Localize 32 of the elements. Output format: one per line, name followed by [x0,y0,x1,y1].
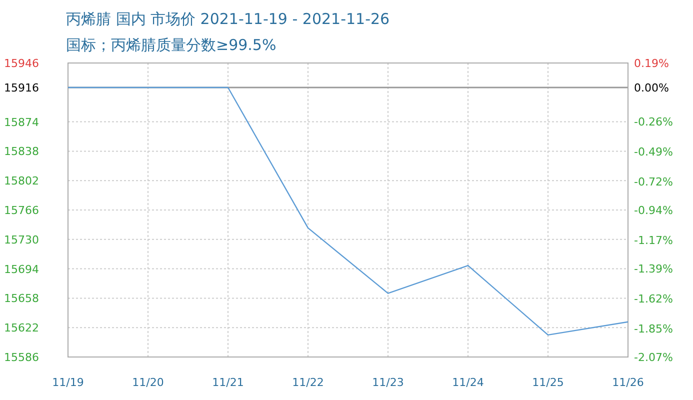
x-tick-label: 11/25 [532,376,564,389]
y-tick-label: 15916 [4,82,39,94]
y2-tick-label: -0.26% [634,116,673,129]
y-tick-label: 15658 [4,292,39,306]
y2-tick-label: 0.00% [634,82,669,95]
chart-subtitle: 国标；丙烯腈质量分数≥99.5% [66,36,276,54]
y-tick-label: 15730 [4,233,39,246]
chart-title: 丙烯腈 国内 市场价 2021-11-19 - 2021-11-26 [66,10,390,28]
y2-tick-label: 0.19% [634,57,669,70]
y2-tick-label: -0.72% [634,175,673,188]
y-tick-label: 15766 [4,204,39,217]
y2-tick-label: -2.07% [634,351,673,364]
x-tick-label: 11/20 [132,376,164,389]
x-tick-label: 11/24 [452,376,484,389]
y2-tick-label: -0.49% [634,145,673,158]
x-tick-label: 11/23 [372,376,404,389]
y2-tick-label: -1.62% [634,292,673,306]
x-tick-label: 11/19 [52,376,84,389]
x-tick-label: 11/26 [612,376,644,389]
x-tick-label: 11/22 [292,376,324,389]
y-tick-label: 15586 [4,351,39,364]
y-tick-label: 15838 [4,145,39,158]
y2-tick-label: -1.39% [634,262,673,276]
y-tick-label: 15802 [4,174,39,188]
y2-tick-label: -1.17% [634,234,673,247]
y2-tick-label: -0.94% [634,204,673,217]
y2-tick-label: -1.85% [634,322,673,336]
y-tick-label: 15874 [4,116,39,129]
y-tick-label: 15694 [4,262,39,276]
y-tick-label: 15946 [4,57,39,70]
y-tick-label: 15622 [4,322,39,335]
x-tick-label: 11/21 [212,376,244,389]
